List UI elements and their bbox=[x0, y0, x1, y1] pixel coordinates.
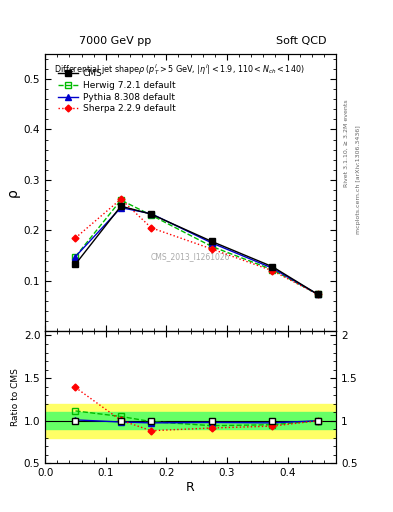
Pythia 8.308 default bbox=[316, 291, 320, 297]
X-axis label: R: R bbox=[186, 481, 195, 494]
Y-axis label: Ratio to CMS: Ratio to CMS bbox=[11, 368, 20, 426]
Pythia 8.308 default bbox=[209, 240, 214, 246]
Pythia 8.308 default bbox=[73, 253, 78, 260]
Line: Pythia 8.308 default: Pythia 8.308 default bbox=[72, 204, 321, 297]
Sherpa 2.2.9 default bbox=[270, 268, 275, 274]
Pythia 8.308 default bbox=[149, 210, 154, 217]
Sherpa 2.2.9 default bbox=[316, 291, 320, 297]
CMS bbox=[149, 211, 154, 217]
CMS bbox=[209, 239, 214, 245]
Sherpa 2.2.9 default bbox=[73, 235, 78, 241]
Line: Sherpa 2.2.9 default: Sherpa 2.2.9 default bbox=[73, 197, 320, 297]
Pythia 8.308 default bbox=[119, 205, 123, 211]
Legend: CMS, Herwig 7.2.1 default, Pythia 8.308 default, Sherpa 2.2.9 default: CMS, Herwig 7.2.1 default, Pythia 8.308 … bbox=[55, 67, 178, 116]
Herwig 7.2.1 default bbox=[316, 291, 320, 297]
Herwig 7.2.1 default bbox=[270, 267, 275, 273]
Text: CMS_2013_I1261026: CMS_2013_I1261026 bbox=[151, 252, 230, 261]
CMS bbox=[270, 264, 275, 270]
Text: 7000 GeV pp: 7000 GeV pp bbox=[79, 36, 151, 46]
Pythia 8.308 default bbox=[270, 265, 275, 271]
Herwig 7.2.1 default bbox=[209, 243, 214, 249]
Y-axis label: ρ: ρ bbox=[6, 188, 20, 197]
Text: Soft QCD: Soft QCD bbox=[276, 36, 326, 46]
CMS bbox=[73, 261, 78, 267]
Sherpa 2.2.9 default bbox=[119, 196, 123, 202]
Text: Differential jet shape$\rho$ ($p_T^l$$>$5 GeV, $|\eta^l|$$<$1.9, 110$<$$N_{ch}$$: Differential jet shape$\rho$ ($p_T^l$$>$… bbox=[54, 62, 305, 77]
Line: CMS: CMS bbox=[72, 203, 321, 297]
CMS bbox=[316, 291, 320, 297]
Sherpa 2.2.9 default bbox=[149, 225, 154, 231]
CMS bbox=[119, 203, 123, 209]
Herwig 7.2.1 default bbox=[119, 197, 123, 203]
Text: mcplots.cern.ch [arXiv:1306.3436]: mcplots.cern.ch [arXiv:1306.3436] bbox=[356, 125, 361, 233]
Herwig 7.2.1 default bbox=[73, 253, 78, 260]
Text: Rivet 3.1.10, ≥ 3.2M events: Rivet 3.1.10, ≥ 3.2M events bbox=[344, 99, 349, 187]
Herwig 7.2.1 default bbox=[149, 212, 154, 218]
Sherpa 2.2.9 default bbox=[209, 246, 214, 252]
Line: Herwig 7.2.1 default: Herwig 7.2.1 default bbox=[72, 197, 321, 297]
